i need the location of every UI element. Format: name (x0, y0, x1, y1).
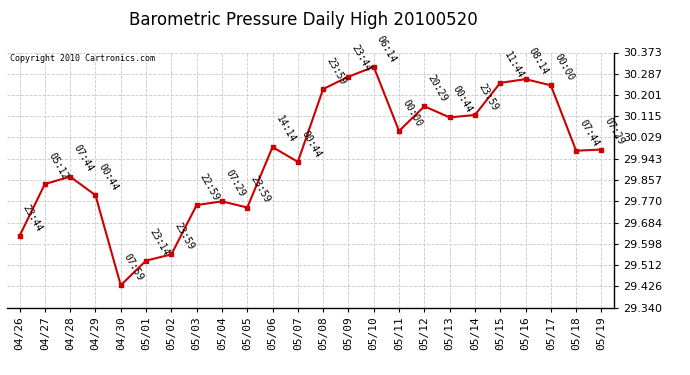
Text: 20:29: 20:29 (426, 73, 449, 104)
Text: 05:12: 05:12 (46, 151, 70, 181)
Text: 23:59: 23:59 (476, 82, 500, 112)
Text: 00:00: 00:00 (552, 52, 575, 82)
Text: 23:59: 23:59 (248, 174, 272, 205)
Text: 23:14: 23:14 (148, 227, 171, 258)
Text: 23:44: 23:44 (21, 203, 44, 233)
Text: 08:14: 08:14 (527, 46, 551, 76)
Text: 22:59: 22:59 (198, 172, 221, 202)
Text: Barometric Pressure Daily High 20100520: Barometric Pressure Daily High 20100520 (129, 11, 478, 29)
Text: 00:00: 00:00 (400, 98, 424, 128)
Text: 06:14: 06:14 (375, 34, 399, 64)
Text: 07:44: 07:44 (578, 117, 601, 148)
Text: 07:29: 07:29 (224, 168, 247, 199)
Text: 00:44: 00:44 (299, 129, 323, 159)
Text: 07:59: 07:59 (122, 252, 146, 282)
Text: 23:44: 23:44 (350, 44, 373, 74)
Text: 07:44: 07:44 (72, 144, 95, 174)
Text: 11:44: 11:44 (502, 50, 525, 80)
Text: 23:59: 23:59 (324, 56, 348, 86)
Text: Copyright 2010 Cartronics.com: Copyright 2010 Cartronics.com (10, 54, 155, 63)
Text: 00:44: 00:44 (97, 162, 120, 192)
Text: 14:14: 14:14 (274, 114, 297, 144)
Text: 00:44: 00:44 (451, 84, 475, 115)
Text: 23:59: 23:59 (172, 221, 196, 252)
Text: 07:29: 07:29 (603, 116, 627, 147)
